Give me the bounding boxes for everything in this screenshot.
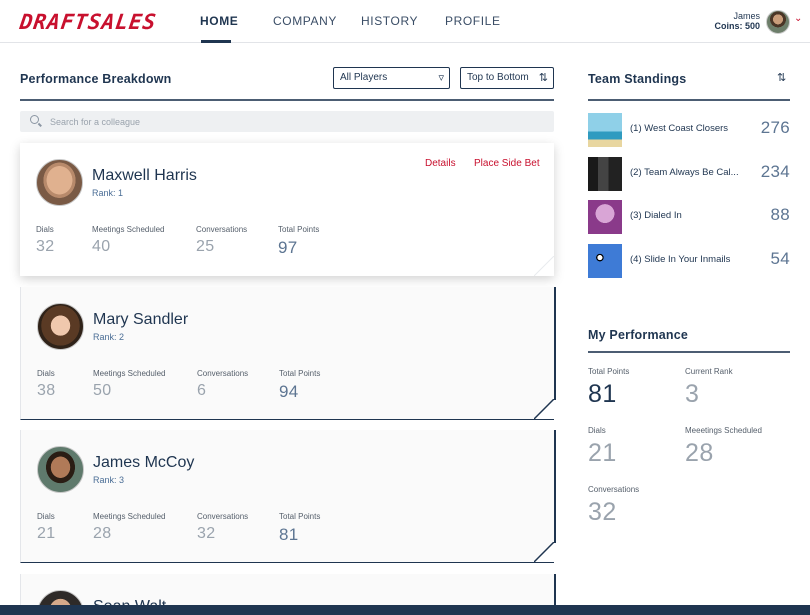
total-points-label: Total Points: [588, 367, 630, 376]
my-performance-divider: [588, 351, 790, 353]
team-row[interactable]: (2) Team Always Be Cal... 234: [588, 157, 790, 191]
sort-icon[interactable]: ⇅: [777, 72, 787, 84]
search-icon: [30, 115, 39, 124]
filter-icon: ▿: [438, 72, 444, 84]
player-rank: Rank: 3: [93, 475, 125, 485]
search-input[interactable]: [50, 111, 540, 132]
total-points-label: Total Points: [279, 369, 321, 378]
search-bar: [20, 111, 554, 132]
total-points-label: Total Points: [279, 512, 321, 521]
player-card[interactable]: Mary Sandler Rank: 2 Dials Meetings Sche…: [20, 287, 556, 420]
dials-value: 21: [588, 439, 617, 467]
user-name: James: [733, 11, 760, 21]
dials-value: 21: [37, 525, 56, 542]
nav-profile[interactable]: PROFILE: [445, 14, 501, 28]
standings-divider: [588, 99, 790, 101]
team-name: (2) Team Always Be Cal...: [630, 167, 739, 178]
player-card[interactable]: Maxwell Harris Rank: 1 Details Place Sid…: [20, 143, 554, 276]
card-corner: [534, 542, 554, 562]
team-score: 234: [760, 162, 790, 181]
details-link[interactable]: Details: [425, 158, 456, 169]
user-coins: Coins: 500: [714, 21, 760, 31]
user-avatar[interactable]: [766, 10, 790, 34]
breakdown-divider: [20, 99, 554, 101]
nav-history[interactable]: HISTORY: [361, 14, 419, 28]
total-points-value: 94: [279, 382, 299, 401]
conversations-value: 32: [588, 498, 617, 526]
total-points-value: 81: [588, 380, 617, 408]
current-rank-label: Current Rank: [685, 367, 733, 376]
place-side-bet-link[interactable]: Place Side Bet: [474, 158, 540, 169]
card-corner: [534, 256, 554, 276]
player-filter-label: All Players: [340, 72, 388, 83]
card-corner: [534, 399, 554, 419]
sort-icon: ⇅: [538, 72, 548, 84]
team-standings-title: Team Standings: [588, 72, 687, 86]
meetings-label: Meeetings Scheduled: [685, 426, 762, 435]
team-score: 276: [760, 118, 790, 137]
current-rank-value: 3: [685, 380, 700, 408]
avatar: [36, 159, 83, 206]
team-image: [588, 157, 622, 191]
dials-label: Dials: [37, 512, 55, 521]
team-image: [588, 200, 622, 234]
dials-value: 32: [36, 238, 55, 255]
meetings-value: 40: [92, 238, 111, 255]
meetings-label: Meetings Scheduled: [93, 512, 166, 521]
total-points-value: 97: [278, 238, 298, 257]
meetings-value: 50: [93, 382, 112, 399]
conversations-value: 25: [196, 238, 215, 255]
player-name: James McCoy: [93, 454, 195, 471]
top-nav: DRAFTSALES HOME COMPANY HISTORY PROFILE …: [0, 0, 810, 43]
active-nav-indicator: [201, 40, 231, 43]
breakdown-title: Performance Breakdown: [20, 72, 172, 86]
dials-label: Dials: [36, 225, 54, 234]
team-score: 88: [770, 205, 790, 224]
avatar: [37, 303, 84, 350]
team-image: [588, 244, 622, 278]
conversations-label: Conversations: [196, 225, 248, 234]
conversations-value: 32: [197, 525, 216, 542]
conversations-value: 6: [197, 382, 207, 399]
team-name: (3) Dialed In: [630, 210, 682, 221]
dials-label: Dials: [588, 426, 606, 435]
team-row[interactable]: (3) Dialed In 88: [588, 200, 790, 234]
team-row[interactable]: (4) Slide In Your Inmails 54: [588, 244, 790, 278]
total-points-value: 81: [279, 525, 299, 544]
team-image: [588, 113, 622, 147]
team-name: (1) West Coast Closers: [630, 123, 729, 134]
player-filter-select[interactable]: All Players ▿: [333, 67, 450, 89]
player-name: Maxwell Harris: [92, 167, 197, 184]
team-row[interactable]: (1) West Coast Closers 276: [588, 113, 790, 147]
meetings-value: 28: [93, 525, 112, 542]
conversations-label: Conversations: [588, 485, 640, 494]
dials-value: 38: [37, 382, 56, 399]
nav-home[interactable]: HOME: [200, 14, 239, 28]
meetings-label: Meetings Scheduled: [92, 225, 165, 234]
meetings-label: Meetings Scheduled: [93, 369, 166, 378]
team-score: 54: [770, 249, 790, 268]
player-rank: Rank: 1: [92, 188, 124, 198]
bottom-bar: [0, 605, 810, 615]
my-performance-title: My Performance: [588, 328, 689, 342]
conversations-label: Conversations: [197, 369, 249, 378]
conversations-label: Conversations: [197, 512, 249, 521]
total-points-label: Total Points: [278, 225, 320, 234]
meetings-value: 28: [685, 439, 714, 467]
team-name: (4) Slide In Your Inmails: [630, 254, 731, 265]
nav-company[interactable]: COMPANY: [273, 14, 337, 28]
avatar: [37, 446, 84, 493]
dials-label: Dials: [37, 369, 55, 378]
sort-order-select[interactable]: Top to Bottom ⇅: [460, 67, 554, 89]
sort-order-label: Top to Bottom: [467, 72, 529, 83]
logo[interactable]: DRAFTSALES: [18, 10, 159, 34]
player-name: Mary Sandler: [93, 311, 189, 328]
player-card[interactable]: James McCoy Rank: 3 Dials Meetings Sched…: [20, 430, 556, 563]
chevron-down-icon[interactable]: ⌄: [794, 13, 803, 24]
player-rank: Rank: 2: [93, 332, 125, 342]
